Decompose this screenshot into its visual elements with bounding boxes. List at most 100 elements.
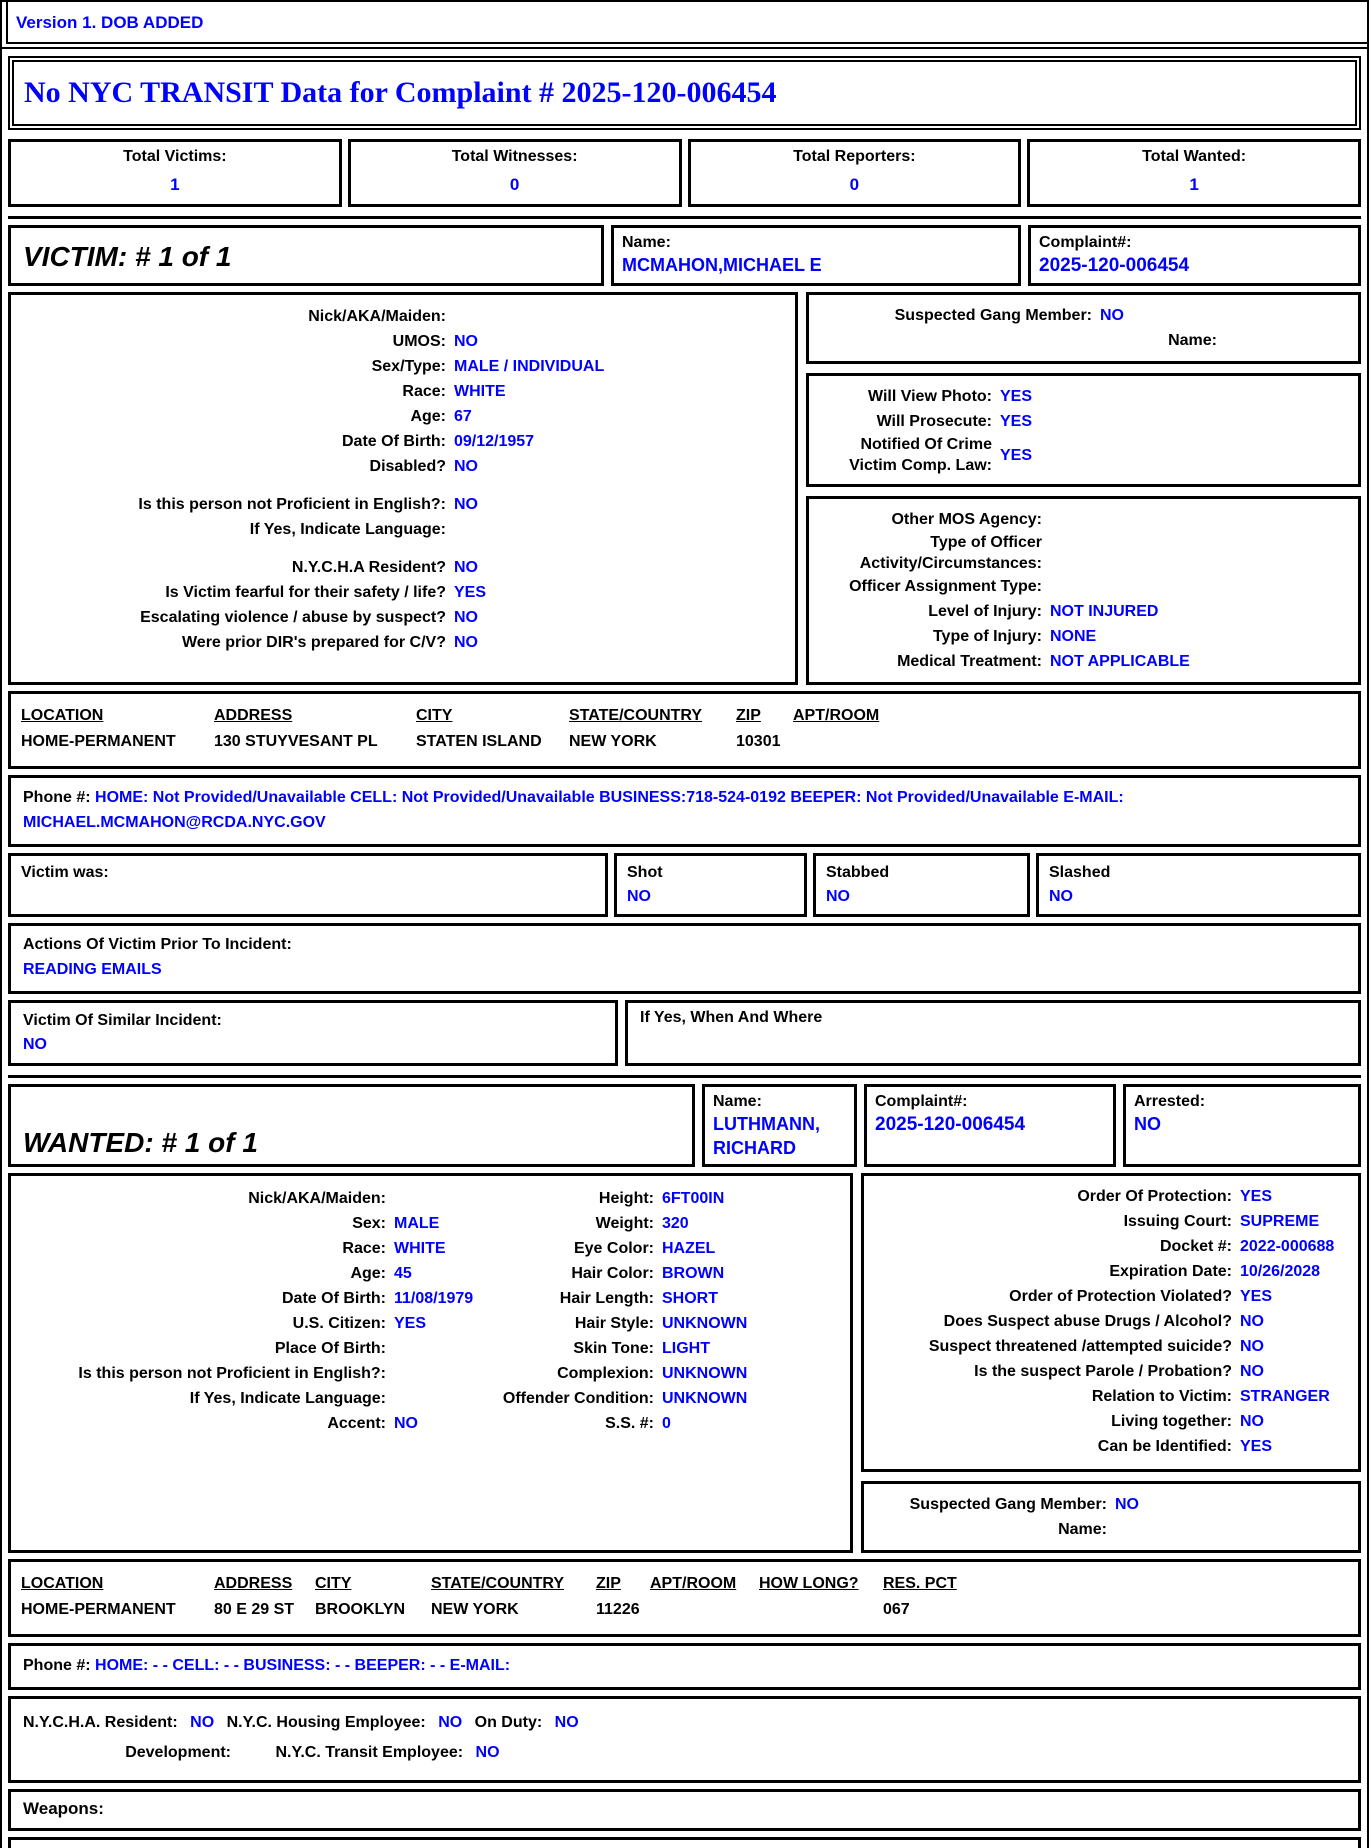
cell: NEW YORK — [431, 1601, 519, 1618]
stabbed-box: Stabbed NO — [813, 853, 1030, 917]
field-value: NO — [475, 1744, 500, 1761]
field-label: Expiration Date: — [1109, 1263, 1232, 1280]
wanted-gang-box: Suspected Gang Member: NO Name: — [861, 1481, 1361, 1553]
field-value: NO — [190, 1714, 215, 1731]
wanted-complaint-number: 2025-120-006454 — [875, 1114, 1026, 1135]
field-value: 0 — [662, 1415, 671, 1432]
field-value: LIGHT — [662, 1340, 710, 1357]
field-label: Offender Condition: — [502, 1390, 654, 1407]
similar-incident-row: Victim Of Similar Incident: NO If Yes, W… — [8, 1000, 1361, 1066]
victim-was-box: Victim was: — [8, 853, 608, 917]
column-header: STATE/COUNTRY — [431, 1575, 565, 1592]
page-title: No NYC TRANSIT Data for Complaint # 2025… — [24, 76, 777, 109]
field-label: Living together: — [1111, 1413, 1232, 1430]
field-value — [1042, 532, 1050, 574]
field-label: Shot — [627, 864, 663, 881]
field-label: Will Prosecute: — [876, 413, 992, 430]
field-value: NO — [438, 1714, 463, 1731]
phone-label: Phone #: — [23, 1657, 91, 1674]
field-label: Hair Length: — [559, 1290, 654, 1307]
field-value: YES — [1240, 1288, 1273, 1305]
order-of-protection-box: Order Of Protection: YES Issuing Court: SU… — [861, 1173, 1361, 1472]
field-value: NO — [454, 496, 478, 513]
field-value: NO — [454, 458, 478, 475]
wanted-section-title: WANTED: # 1 of 1 — [8, 1084, 695, 1167]
field-label: Name: — [1058, 1521, 1107, 1538]
field-label: Hair Style: — [574, 1315, 654, 1332]
field-value: NO — [1240, 1413, 1264, 1430]
field-label: Stabbed — [826, 864, 890, 881]
field-value: 2022-000688 — [1240, 1238, 1335, 1255]
victim-complaint-label: Complaint#: — [1039, 234, 1132, 251]
column-header: APT/ROOM — [650, 1575, 737, 1592]
column-header: HOW LONG? — [759, 1575, 859, 1592]
field-value — [446, 517, 454, 542]
field-value: YES — [394, 1315, 427, 1332]
field-label: U.S. Citizen: — [292, 1315, 386, 1332]
victim-section-title: VICTIM: # 1 of 1 — [8, 225, 604, 286]
cell: 130 STUYVESANT PL — [214, 733, 378, 750]
field-label: Name: — [1168, 332, 1217, 349]
victim-location-table: LOCATION ADDRESS CITY STATE/COUNTRY ZIP … — [8, 691, 1361, 769]
total-reporters-box: Total Reporters: 0 — [687, 139, 1022, 207]
total-witnesses-box: Total Witnesses: 0 — [347, 139, 682, 207]
field-value: NO — [454, 634, 478, 651]
field-label: Age: — [410, 408, 446, 425]
total-wanted-box: Total Wanted: 1 — [1027, 139, 1361, 207]
cell — [759, 1597, 883, 1623]
field-label: Sex: — [352, 1215, 386, 1232]
field-value — [1042, 507, 1050, 532]
field-value — [1217, 328, 1225, 353]
column-header: LOCATION — [21, 707, 104, 724]
wanted-complaint-box: Complaint#: 2025-120-006454 — [864, 1084, 1116, 1167]
field-value: UNKNOWN — [662, 1390, 748, 1407]
victim-body: Nick/AKA/Maiden: UMOS: NO Sex/Type: MALE /… — [8, 292, 1361, 685]
field-label: Race: — [342, 1240, 386, 1257]
phone-value: HOME: - - CELL: - - BUSINESS: - - BEEPER… — [95, 1657, 511, 1674]
field-value: NO — [1240, 1363, 1264, 1380]
field-value — [386, 1186, 489, 1211]
victim-name-box: Name: MCMAHON,MICHAEL E — [611, 225, 1021, 286]
victim-gang-box: Suspected Gang Member: NO Name: — [806, 292, 1361, 364]
field-label: Notified Of Crime Victim Comp. Law: — [849, 436, 992, 474]
field-value: YES — [1240, 1438, 1273, 1455]
wanted-details-box: Nick/AKA/Maiden: Height: 6FT00IN Sex: MALE W… — [8, 1173, 853, 1553]
victim-header: VICTIM: # 1 of 1 Name: MCMAHON,MICHAEL E… — [8, 225, 1361, 286]
field-label: If Yes, Indicate Language: — [249, 521, 446, 538]
field-label: Medical Treatment: — [897, 653, 1042, 670]
field-value: YES — [1240, 1188, 1273, 1205]
field-value: 320 — [662, 1215, 689, 1232]
field-label: Relation to Victim: — [1091, 1388, 1232, 1405]
cell — [650, 1597, 759, 1623]
field-label: Type of Officer Activity/Circumstances: — [859, 534, 1042, 572]
field-value: NO — [454, 559, 478, 576]
field-value: YES — [1000, 388, 1033, 405]
field-label: If Yes, Indicate Language: — [189, 1390, 386, 1407]
field-label: Does Suspect abuse Drugs / Alcohol? — [943, 1313, 1232, 1330]
field-value: NO — [454, 333, 478, 350]
field-value — [1042, 574, 1050, 599]
field-value: NO — [1240, 1313, 1264, 1330]
cell: STATEN ISLAND — [416, 733, 542, 750]
field-value — [446, 304, 454, 329]
location-header-row: LOCATION ADDRESS CITY STATE/COUNTRY ZIP … — [21, 1571, 1358, 1597]
column-header: ZIP — [736, 707, 761, 724]
column-header: RES. PCT — [883, 1575, 957, 1592]
field-label: N.Y.C. Housing Employee: — [226, 1714, 426, 1731]
field-value: MALE / INDIVIDUAL — [454, 358, 605, 375]
column-header: CITY — [315, 1575, 352, 1592]
field-value: NOT INJURED — [1050, 603, 1159, 620]
column-header: LOCATION — [21, 1575, 104, 1592]
version-note: Version 1. DOB ADDED — [6, 2, 1367, 44]
phone-label: Phone #: — [23, 789, 91, 806]
field-value: NO — [826, 888, 850, 905]
field-label: Issuing Court: — [1123, 1213, 1232, 1230]
field-label: Race: — [402, 383, 446, 400]
cell — [793, 729, 1358, 755]
field-label: Order Of Protection: — [1077, 1188, 1232, 1205]
wanted-complaint-label: Complaint#: — [875, 1093, 968, 1110]
field-label: Sex/Type: — [371, 358, 446, 375]
field-label: On Duty: — [474, 1714, 543, 1731]
field-label: Place Of Birth: — [274, 1340, 386, 1357]
